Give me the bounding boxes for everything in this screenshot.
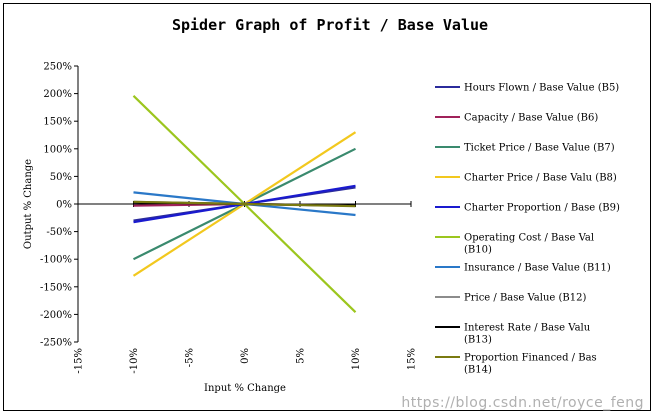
series-line-10 xyxy=(133,200,356,208)
legend-label-3: Ticket Price / Base Value (B7) xyxy=(464,143,615,154)
legend-label-10: Proportion Financed / Bas (B14) xyxy=(464,353,597,376)
y-tick-label: -100% xyxy=(40,255,72,266)
y-tick-label: 250% xyxy=(43,62,72,73)
x-axis-label: Input % Change xyxy=(204,383,286,394)
y-tick-label: -150% xyxy=(40,282,72,293)
y-axis-label: Output % Change xyxy=(23,159,34,249)
legend-label-7: Insurance / Base Value (B11) xyxy=(464,263,611,274)
legend-label-9: Interest Rate / Base Valu (B13) xyxy=(464,323,591,346)
x-tick-label: 0% xyxy=(240,348,251,364)
y-tick-label: 100% xyxy=(43,144,72,155)
x-tick-label: -15% xyxy=(74,348,85,374)
x-tick-label: 5% xyxy=(296,348,307,364)
legend-label-5: Charter Proportion / Base (B9) xyxy=(464,203,620,214)
y-tick-label: 50% xyxy=(50,172,72,183)
plot-area: 250% 200% 150% 100% 50% 0% -50% -100% -150% -200%… xyxy=(40,62,417,374)
legend-label-4: Charter Price / Base Valu (B8) xyxy=(464,173,617,184)
y-tick-label: 150% xyxy=(43,117,72,128)
legend: Hours Flown / Base Value (B5) Capacity / … xyxy=(435,83,620,376)
x-tick-label: 15% xyxy=(407,348,418,370)
chart-frame xyxy=(3,3,651,411)
legend-label-2: Capacity / Base Value (B6) xyxy=(464,113,598,124)
legend-label-8: Price / Base Value (B12) xyxy=(464,293,586,304)
legend-label-1: Hours Flown / Base Value (B5) xyxy=(464,83,619,94)
y-tick-label: -250% xyxy=(40,338,72,349)
x-tick-label: 10% xyxy=(351,348,362,370)
legend-label-6: Operating Cost / Base Val (B10) xyxy=(464,233,594,256)
chart-title: Spider Graph of Profit / Base Value xyxy=(172,16,488,34)
y-tick-label: 0% xyxy=(56,200,72,211)
x-tick-label: -5% xyxy=(185,348,196,367)
y-tick-label: 200% xyxy=(43,89,72,100)
y-tick-label: -200% xyxy=(40,310,72,321)
x-tick-label: -10% xyxy=(129,348,140,374)
watermark-text: https://blog.csdn.net/royce_feng xyxy=(401,395,644,411)
y-tick-label: -50% xyxy=(46,227,72,238)
